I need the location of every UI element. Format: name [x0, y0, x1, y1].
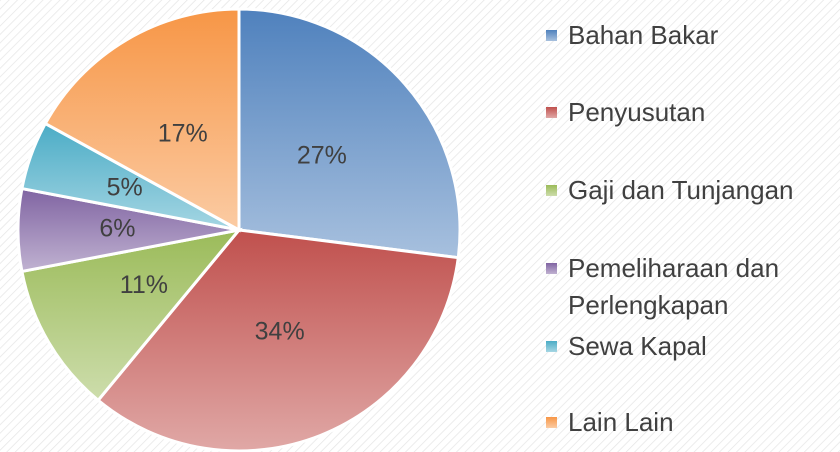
data-label: 34%: [255, 317, 305, 345]
pie-slice: [96, 228, 460, 452]
legend-swatch: [546, 263, 557, 274]
pie-slice: [20, 227, 243, 403]
legend-label: Gaji dan Tunjangan: [568, 175, 794, 205]
legend-label: Bahan Bakar: [568, 20, 719, 50]
legend-label: Pemeliharaan dan Perlengkapan: [568, 253, 780, 320]
pie-slice: [237, 7, 462, 260]
legend-swatch: [546, 417, 557, 428]
data-label: 27%: [297, 142, 347, 170]
legend-swatch: [546, 341, 557, 352]
data-label: 6%: [99, 215, 135, 243]
legend-swatch: [546, 30, 557, 41]
pie-slice: [43, 7, 241, 233]
legend-label: Penyusutan: [568, 97, 706, 127]
data-label: 5%: [107, 173, 143, 201]
data-label: 11%: [120, 271, 168, 299]
legend-swatch: [546, 107, 557, 118]
legend-label: Lain Lain: [568, 407, 674, 437]
legend-label: Sewa Kapal: [568, 331, 707, 361]
data-label: 17%: [158, 119, 208, 147]
legend-swatch: [546, 185, 557, 196]
